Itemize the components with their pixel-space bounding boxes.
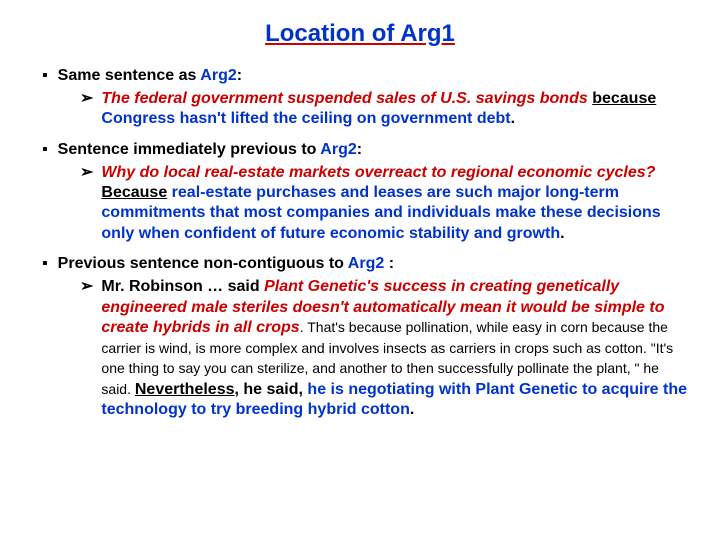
b1-period: . xyxy=(511,110,515,127)
bullet-3-sub: ➢ Mr. Robinson … said Plant Genetic's su… xyxy=(80,277,690,420)
slide-title: Location of Arg1 xyxy=(30,20,690,48)
slide-container: Location of Arg1 ▪ Same sentence as Arg2… xyxy=(0,0,720,442)
bullet-3-text: Previous sentence non-contiguous to Arg2… xyxy=(58,254,690,275)
b3-mid: , he said, xyxy=(235,381,308,398)
b1-pre: Same sentence as xyxy=(58,67,201,84)
bullet-2-sub-text: Why do local real-estate markets overrea… xyxy=(101,163,690,245)
b3-pre: Previous sentence non-contiguous to xyxy=(58,255,348,272)
b3-lead: Mr. Robinson … said xyxy=(101,278,264,295)
bullet-1-sub: ➢ The federal government suspended sales… xyxy=(80,89,690,130)
b3-arg2-label: Arg2 xyxy=(348,255,389,272)
b3-post: : xyxy=(389,255,394,272)
square-bullet-icon: ▪ xyxy=(42,254,48,275)
bullet-2-text: Sentence immediately previous to Arg2: xyxy=(58,140,690,161)
square-bullet-icon: ▪ xyxy=(42,140,48,161)
b2-arg2: real-estate purchases and leases are suc… xyxy=(101,184,660,242)
arrow-bullet-icon: ➢ xyxy=(80,89,93,130)
b1-conn: because xyxy=(592,90,656,107)
bullet-1-sub-text: The federal government suspended sales o… xyxy=(101,89,690,130)
b2-period: . xyxy=(560,225,564,242)
b2-conn: Because xyxy=(101,184,167,201)
square-bullet-icon: ▪ xyxy=(42,66,48,87)
bullet-3: ▪ Previous sentence non-contiguous to Ar… xyxy=(42,254,690,275)
bullet-1-text: Same sentence as Arg2: xyxy=(58,66,690,87)
b2-pre: Sentence immediately previous to xyxy=(58,141,321,158)
b3-conn: Nevertheless xyxy=(135,381,235,398)
b3-period: . xyxy=(410,401,414,418)
arrow-bullet-icon: ➢ xyxy=(80,277,93,420)
bullet-2-sub: ➢ Why do local real-estate markets overr… xyxy=(80,163,690,245)
bullet-3-sub-text: Mr. Robinson … said Plant Genetic's succ… xyxy=(101,277,690,420)
b1-arg2-label: Arg2 xyxy=(200,67,236,84)
b1-post: : xyxy=(237,67,242,84)
bullet-2: ▪ Sentence immediately previous to Arg2: xyxy=(42,140,690,161)
b2-arg1: Why do local real-estate markets overrea… xyxy=(101,164,655,181)
arrow-bullet-icon: ➢ xyxy=(80,163,93,245)
b2-post: : xyxy=(357,141,362,158)
bullet-1: ▪ Same sentence as Arg2: xyxy=(42,66,690,87)
b1-arg2: Congress hasn't lifted the ceiling on go… xyxy=(101,110,510,127)
b2-arg2-label: Arg2 xyxy=(320,141,356,158)
b1-arg1: The federal government suspended sales o… xyxy=(101,90,587,107)
